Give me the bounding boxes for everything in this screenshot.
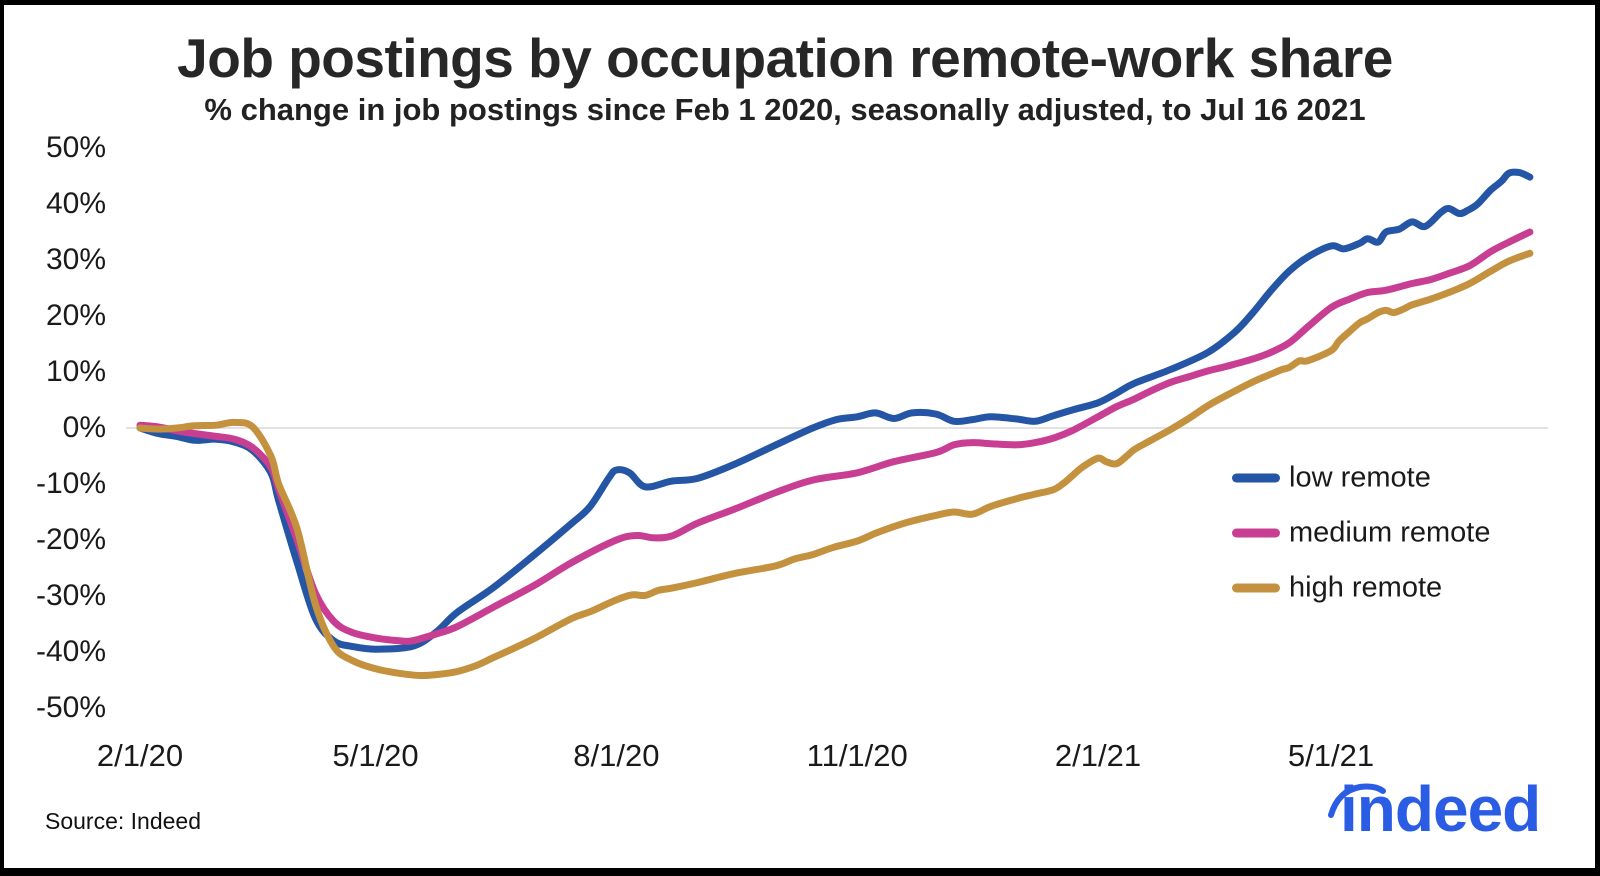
indeed-logo-arc-icon: [1328, 783, 1386, 818]
line-high-remote: [136, 249, 1534, 680]
y-tick-label: -50%: [35, 691, 106, 724]
y-tick-label: 40%: [45, 187, 106, 220]
x-tick-label: 5/1/21: [1287, 738, 1375, 773]
x-tick-label: 8/1/20: [573, 738, 660, 773]
legend-item-low-remote: low remote: [1232, 461, 1431, 494]
y-tick-label: -10%: [35, 467, 106, 500]
x-tick-label: 2/1/20: [96, 738, 184, 773]
legend-item-medium-remote: medium remote: [1232, 516, 1491, 549]
x-tick-label: 5/1/20: [332, 738, 419, 773]
legend-swatch-low-remote: [1232, 473, 1280, 483]
legend-label-high-remote: high remote: [1289, 571, 1443, 604]
legend-swatch-high-remote: [1232, 583, 1280, 593]
y-tick-label: 0%: [62, 411, 106, 444]
indeed-logo: indeed: [1305, 745, 1575, 855]
y-tick-label: 50%: [45, 131, 106, 164]
y-tick-label: 30%: [45, 243, 106, 276]
x-tick-label: 11/1/20: [806, 738, 908, 773]
y-tick-label: -40%: [35, 635, 106, 668]
legend-label-medium-remote: medium remote: [1289, 516, 1491, 549]
y-tick-label: 20%: [45, 299, 106, 332]
indeed-logo-text: indeed: [1340, 773, 1541, 845]
chart-subtitle: % change in job postings since Feb 1 202…: [204, 92, 1366, 127]
legend-label-low-remote: low remote: [1289, 461, 1431, 494]
legend-swatch-medium-remote: [1232, 528, 1280, 538]
y-tick-label: -20%: [35, 523, 106, 556]
y-tick-label: 10%: [45, 355, 106, 388]
y-tick-label: -30%: [35, 579, 106, 612]
line-medium-remote: [136, 228, 1534, 645]
line-low-remote: [136, 168, 1534, 653]
source-note: Source: Indeed: [45, 808, 202, 834]
chart-title: Job postings by occupation remote-work s…: [177, 27, 1393, 89]
legend-item-high-remote: high remote: [1232, 571, 1443, 604]
x-tick-label: 2/1/21: [1054, 738, 1142, 773]
